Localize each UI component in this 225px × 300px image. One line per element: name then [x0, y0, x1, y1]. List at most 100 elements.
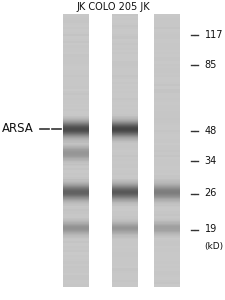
- Bar: [63, 197, 88, 198]
- Bar: [112, 80, 138, 82]
- Bar: [63, 123, 88, 124]
- Bar: [153, 191, 180, 193]
- Bar: [153, 134, 180, 136]
- Bar: [63, 196, 88, 197]
- Bar: [63, 57, 88, 59]
- Bar: [112, 273, 138, 275]
- Bar: [63, 52, 88, 55]
- Bar: [112, 232, 138, 234]
- Bar: [112, 264, 138, 266]
- Bar: [63, 148, 88, 150]
- Bar: [153, 266, 180, 268]
- Bar: [153, 187, 180, 188]
- Bar: [153, 109, 180, 111]
- Bar: [63, 145, 88, 146]
- Bar: [63, 122, 88, 123]
- Bar: [112, 141, 138, 143]
- Bar: [63, 118, 88, 120]
- Bar: [153, 148, 180, 150]
- Bar: [153, 32, 180, 34]
- Bar: [63, 91, 88, 93]
- Bar: [153, 61, 180, 64]
- Bar: [153, 181, 180, 182]
- Bar: [63, 100, 88, 102]
- Bar: [112, 190, 138, 191]
- Bar: [63, 157, 88, 158]
- Text: 117: 117: [204, 29, 222, 40]
- Bar: [112, 136, 138, 137]
- Bar: [63, 181, 88, 182]
- Bar: [153, 114, 180, 116]
- Bar: [112, 120, 138, 123]
- Bar: [112, 255, 138, 257]
- Bar: [63, 136, 88, 137]
- Bar: [63, 161, 88, 162]
- Bar: [63, 36, 88, 38]
- Bar: [153, 278, 180, 280]
- Bar: [63, 223, 88, 225]
- Bar: [153, 136, 180, 139]
- Bar: [63, 116, 88, 117]
- Bar: [63, 14, 88, 286]
- Bar: [112, 275, 138, 278]
- Bar: [112, 125, 138, 127]
- Bar: [63, 161, 88, 164]
- Bar: [63, 123, 88, 125]
- Bar: [153, 59, 180, 61]
- Bar: [63, 225, 88, 227]
- Bar: [63, 20, 88, 22]
- Bar: [63, 80, 88, 82]
- Bar: [63, 262, 88, 264]
- Bar: [112, 183, 138, 184]
- Bar: [153, 178, 180, 179]
- Bar: [63, 173, 88, 175]
- Bar: [153, 202, 180, 203]
- Bar: [112, 66, 138, 68]
- Bar: [63, 32, 88, 34]
- Bar: [112, 227, 138, 230]
- Bar: [153, 202, 180, 205]
- Bar: [112, 205, 138, 207]
- Bar: [112, 100, 138, 102]
- Bar: [112, 225, 138, 227]
- Bar: [112, 200, 138, 202]
- Bar: [63, 150, 88, 152]
- Bar: [63, 93, 88, 95]
- Bar: [153, 205, 180, 206]
- Bar: [63, 18, 88, 20]
- Bar: [112, 230, 138, 232]
- Bar: [112, 41, 138, 43]
- Bar: [63, 155, 88, 156]
- Bar: [63, 234, 88, 236]
- Bar: [153, 14, 180, 16]
- Bar: [153, 194, 180, 195]
- Bar: [153, 111, 180, 114]
- Bar: [63, 139, 88, 140]
- Bar: [112, 280, 138, 282]
- Bar: [63, 170, 88, 173]
- Bar: [112, 116, 138, 118]
- Bar: [63, 241, 88, 243]
- Bar: [112, 250, 138, 252]
- Bar: [112, 188, 138, 189]
- Bar: [153, 199, 180, 200]
- Bar: [153, 52, 180, 55]
- Bar: [153, 259, 180, 262]
- Bar: [63, 282, 88, 284]
- Bar: [63, 280, 88, 282]
- Bar: [63, 142, 88, 143]
- Bar: [112, 95, 138, 98]
- Bar: [153, 91, 180, 93]
- Bar: [112, 218, 138, 220]
- Bar: [112, 102, 138, 104]
- Bar: [153, 95, 180, 98]
- Bar: [112, 268, 138, 271]
- Bar: [63, 186, 88, 187]
- Bar: [63, 149, 88, 150]
- Bar: [63, 16, 88, 18]
- Bar: [112, 252, 138, 255]
- Bar: [153, 80, 180, 82]
- Bar: [63, 199, 88, 200]
- Bar: [63, 146, 88, 148]
- Bar: [63, 160, 88, 161]
